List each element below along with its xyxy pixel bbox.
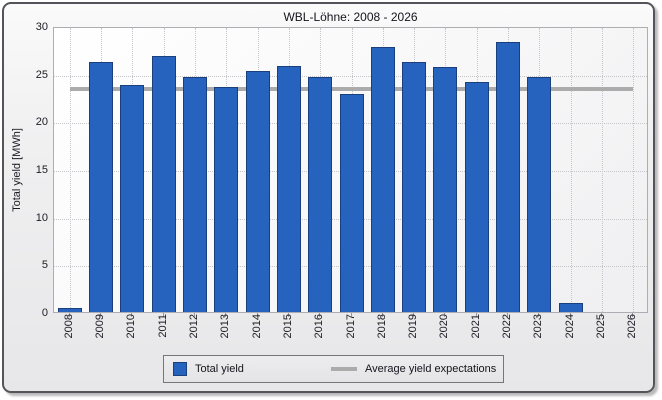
y-tick-label: 0 (41, 307, 48, 319)
x-tick-label: 2017 (344, 314, 357, 339)
x-tick-mark (287, 313, 289, 317)
bar (464, 82, 489, 312)
chart-title: WBL-Löhne: 2008 - 2026 (283, 10, 418, 24)
x-tick-mark (256, 313, 258, 317)
x-tick-label: 2010 (125, 314, 138, 339)
bar (370, 46, 395, 312)
bar (151, 55, 176, 312)
x-tick-mark (350, 313, 352, 317)
x-tick-label: 2015 (281, 314, 294, 339)
legend-label-total-yield: Total yield (195, 363, 244, 375)
bar (182, 76, 207, 312)
x-tick-label: 2008 (62, 314, 75, 339)
x-tick-label: 2026 (626, 314, 639, 339)
x-tick-mark (569, 313, 571, 317)
x-tick-label: 2022 (501, 314, 514, 339)
bar (527, 76, 552, 312)
y-tick-label: 30 (35, 21, 48, 33)
y-tick-label: 15 (35, 164, 48, 176)
bar (245, 70, 270, 312)
legend-item-total-yield: Total yield (173, 356, 244, 382)
y-tick-label: 25 (35, 68, 48, 81)
x-tick-label: 2011 (156, 314, 169, 338)
x-tick-mark (381, 313, 383, 317)
x-tick-label: 2024 (563, 314, 576, 339)
x-tick-label: 2014 (250, 314, 263, 339)
x-tick-mark (475, 313, 477, 317)
x-tick-mark (538, 313, 540, 317)
x-tick-mark (162, 313, 164, 317)
vertical-gridline (570, 28, 572, 312)
x-tick-label: 2012 (187, 314, 200, 339)
x-tick-label: 2019 (407, 314, 420, 339)
y-tick-label: 10 (35, 211, 48, 224)
vertical-gridline (602, 28, 604, 312)
x-tick-label: 2009 (93, 314, 106, 339)
bar (558, 303, 583, 312)
x-tick-label: 2016 (313, 314, 326, 339)
plot-area (53, 27, 648, 313)
vertical-gridline (633, 28, 635, 312)
y-tick-label: 20 (35, 116, 48, 129)
x-tick-mark (319, 313, 321, 317)
horizontal-gridline (54, 75, 647, 77)
x-tick-label: 2021 (469, 314, 482, 339)
x-tick-label: 2020 (438, 314, 451, 339)
x-tick-mark (193, 313, 195, 317)
average-yield-line (69, 87, 634, 91)
total-yield-swatch-icon (173, 362, 187, 376)
x-tick-mark (68, 313, 70, 317)
x-tick-mark (225, 313, 227, 317)
y-tick-label: 5 (41, 259, 48, 272)
bar (120, 85, 145, 312)
x-tick-label: 2025 (595, 314, 608, 339)
chart-widget-frame: WBL-Löhne: 2008 - 2026 Total yield [MWh]… (2, 2, 655, 393)
bar (308, 77, 333, 312)
bar (496, 42, 521, 312)
bar (402, 62, 427, 312)
average-line-swatch-icon (331, 367, 357, 371)
x-tick-mark (413, 313, 415, 317)
bar (57, 308, 82, 312)
legend-item-average-yield: Average yield expectations (331, 356, 496, 382)
bar (433, 67, 458, 312)
x-tick-mark (444, 313, 446, 317)
x-tick-mark (131, 313, 133, 317)
x-tick-label: 2013 (219, 314, 232, 339)
x-tick-label: 2023 (532, 314, 545, 339)
vertical-gridline (69, 28, 71, 312)
legend-label-average-yield: Average yield expectations (365, 363, 497, 375)
bar (276, 66, 301, 312)
x-tick-label: 2018 (375, 314, 388, 339)
x-tick-mark (99, 313, 101, 317)
x-tick-mark (632, 313, 634, 317)
bar (339, 93, 364, 312)
x-tick-mark (507, 313, 509, 317)
bar (88, 62, 113, 312)
bar (214, 87, 239, 312)
x-tick-mark (601, 313, 603, 317)
legend: Total yield Average yield expectations (163, 355, 504, 383)
